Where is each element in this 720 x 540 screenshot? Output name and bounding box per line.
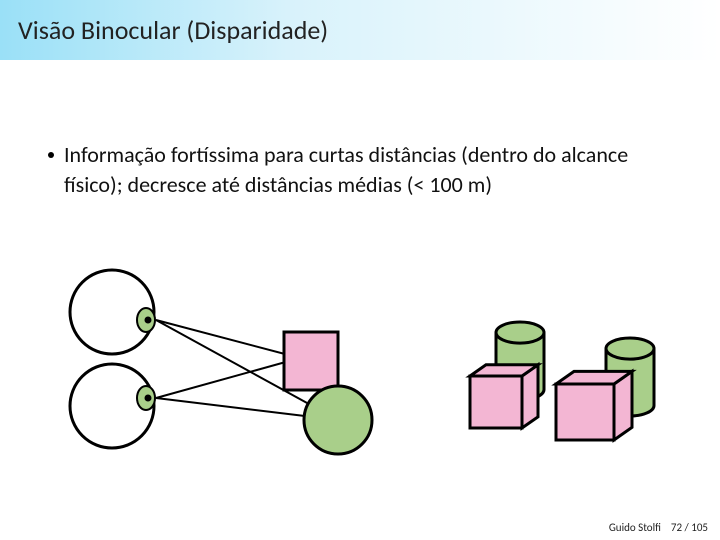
slide-footer: Guido Stolfi 72 / 105	[609, 521, 708, 534]
slide-body: Informação fortíssima para curtas distân…	[0, 60, 720, 199]
slide-title: Visão Binocular (Disparidade)	[18, 14, 328, 46]
footer-author: Guido Stolfi	[609, 521, 661, 534]
bullet-dot-icon	[48, 152, 54, 158]
slide-header: Visão Binocular (Disparidade)	[0, 0, 720, 60]
disparity-diagram	[0, 260, 720, 500]
footer-page: 72 / 105	[671, 521, 708, 534]
bullet-item: Informação fortíssima para curtas distân…	[48, 140, 672, 199]
bullet-text: Informação fortíssima para curtas distân…	[64, 140, 672, 199]
